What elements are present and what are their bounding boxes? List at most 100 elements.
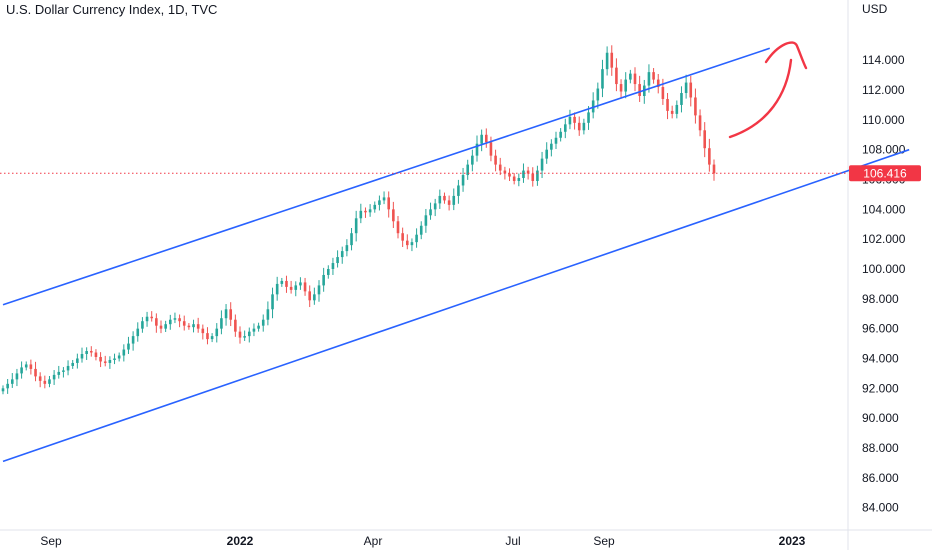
- x-tick-label: 2022: [227, 534, 254, 548]
- y-tick-label: 92.000: [862, 381, 899, 395]
- candle-body: [29, 364, 33, 369]
- y-tick-label: 100.000: [862, 262, 906, 276]
- candle-body: [554, 137, 558, 144]
- candle-body: [382, 197, 386, 201]
- candle-body: [387, 197, 391, 210]
- candle-body: [224, 309, 228, 319]
- candle-body: [498, 164, 502, 171]
- y-tick-label: 96.000: [862, 322, 899, 336]
- candle-body: [475, 143, 479, 156]
- y-tick-label: 108.000: [862, 143, 906, 157]
- candle-body: [317, 285, 321, 295]
- candle-body: [550, 143, 553, 150]
- candle-body: [545, 149, 549, 159]
- candle-body: [577, 122, 581, 131]
- candle-body: [340, 251, 344, 258]
- candle-body: [234, 319, 237, 332]
- candle-body: [601, 69, 604, 89]
- candle-body: [252, 328, 256, 332]
- candle-body: [10, 379, 14, 384]
- candle-body: [605, 52, 609, 70]
- candle-body: [155, 318, 158, 326]
- candle-body: [615, 67, 618, 85]
- candle-body: [322, 274, 325, 286]
- x-tick-label: Sep: [40, 534, 62, 548]
- candle-body: [66, 365, 70, 371]
- candle-body: [150, 316, 154, 319]
- candle-body: [210, 336, 214, 340]
- candle-body: [38, 376, 42, 381]
- candle-body: [201, 328, 205, 334]
- candle-body: [136, 328, 140, 337]
- candle-body: [103, 361, 107, 363]
- last-price-text: 106.416: [863, 166, 907, 180]
- projection-arrow-shaft[interactable]: [728, 58, 793, 139]
- candle-body: [275, 283, 279, 295]
- candle-body: [85, 351, 88, 355]
- y-tick-label: 90.000: [862, 411, 899, 425]
- candle-body: [708, 148, 711, 165]
- candle-body: [34, 368, 37, 377]
- candle-body: [415, 234, 418, 243]
- candle-body: [563, 124, 567, 132]
- candle-body: [182, 321, 186, 326]
- candle-body: [443, 195, 446, 201]
- x-tick-label: 2023: [779, 534, 806, 548]
- candle-body: [196, 324, 200, 329]
- candle-body: [503, 170, 507, 174]
- candle-body: [694, 97, 697, 116]
- candle-body: [652, 72, 655, 80]
- candle-body: [638, 84, 641, 96]
- candle-body: [24, 364, 28, 368]
- candle-body: [303, 282, 307, 292]
- candle-body: [131, 336, 135, 344]
- candle-body: [405, 240, 409, 246]
- candle-body: [6, 383, 9, 389]
- candle-body: [48, 379, 51, 384]
- channel-upper-line[interactable]: [2, 47, 771, 306]
- candle-body: [378, 200, 381, 205]
- x-tick-label: Sep: [593, 534, 615, 548]
- candle-body: [373, 204, 377, 210]
- candle-body: [326, 269, 330, 275]
- candle-body: [457, 185, 460, 196]
- candle-body: [80, 354, 84, 359]
- projection-arrow-head[interactable]: [764, 41, 808, 70]
- channel-lower-line[interactable]: [2, 148, 910, 463]
- candle-body: [76, 358, 79, 363]
- candle-body: [480, 134, 483, 144]
- candle-body: [582, 122, 586, 131]
- candle-body: [350, 233, 353, 246]
- candle-body: [71, 362, 75, 366]
- candle-body: [187, 325, 191, 328]
- candle-body: [94, 352, 98, 357]
- candle-body: [308, 291, 312, 301]
- candle-body: [52, 374, 56, 380]
- candle-body: [266, 309, 270, 320]
- candle-body: [419, 225, 423, 235]
- candle-body: [666, 98, 669, 111]
- candle-body: [633, 73, 637, 85]
- y-tick-label: 86.000: [862, 471, 899, 485]
- candle-body: [127, 343, 130, 350]
- candle-body: [345, 245, 349, 252]
- candle-body: [43, 380, 47, 384]
- candle-body: [629, 73, 632, 80]
- candle-body: [466, 164, 470, 176]
- x-tick-label: Jul: [505, 534, 520, 548]
- last-price-badge: [849, 165, 921, 182]
- y-tick-label: 104.000: [862, 202, 906, 216]
- candle-body: [57, 371, 61, 375]
- candle-body: [113, 358, 116, 360]
- candle-body: [461, 175, 465, 186]
- candle-body: [712, 164, 716, 174]
- candle-body: [489, 142, 493, 156]
- candle-body: [141, 321, 144, 329]
- candle-body: [238, 331, 242, 338]
- candle-body: [336, 257, 339, 264]
- candle-body: [591, 100, 595, 113]
- candle-body: [173, 318, 177, 320]
- candle-body: [168, 319, 172, 325]
